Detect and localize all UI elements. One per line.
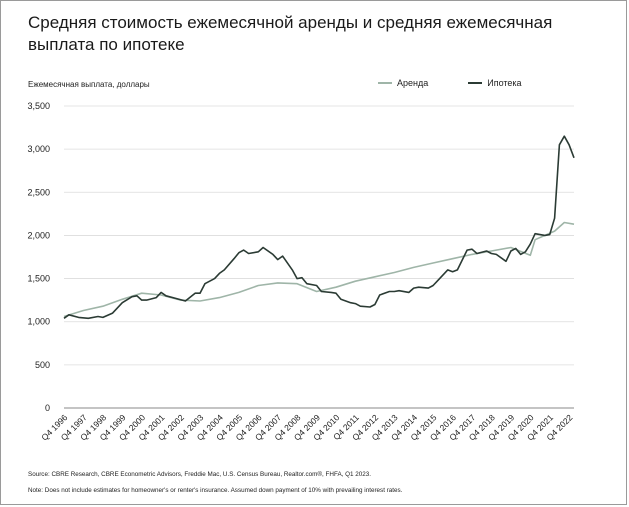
y-axis-label: Ежемесячная выплата, доллары bbox=[28, 80, 150, 89]
legend-label-rent: Аренда bbox=[397, 78, 429, 88]
assumption-note: Note: Does not include estimates for hom… bbox=[28, 487, 403, 494]
source-note: Source: CBRE Research, CBRE Econometric … bbox=[28, 471, 372, 478]
legend-item-rent: Аренда bbox=[378, 78, 428, 88]
y-tick-label: 2,500 bbox=[27, 187, 50, 197]
y-tick-label: 500 bbox=[35, 360, 50, 370]
series-line-mortgage bbox=[63, 135, 575, 320]
legend-label-mortgage: Ипотека bbox=[487, 78, 522, 88]
y-tick-label: 0 bbox=[45, 403, 50, 413]
y-tick-label: 1,500 bbox=[27, 274, 50, 284]
series-lines bbox=[63, 135, 575, 320]
y-tick-label: 3,500 bbox=[27, 101, 50, 111]
y-tick-label: 2,000 bbox=[27, 230, 50, 240]
y-tick-label: 3,000 bbox=[27, 144, 50, 154]
legend: Аренда Ипотека bbox=[378, 78, 522, 88]
y-tick-labels: 0 500 1,000 1,500 2,000 2,500 3,000 3,500 bbox=[27, 101, 50, 413]
chart-title: Средняя стоимость ежемесячной аренды и с… bbox=[28, 13, 553, 54]
gridlines bbox=[64, 105, 574, 409]
legend-swatch-mortgage bbox=[468, 82, 483, 84]
y-tick-label: 1,000 bbox=[27, 317, 50, 327]
legend-swatch-rent bbox=[378, 82, 392, 84]
legend-item-mortgage: Ипотека bbox=[468, 78, 522, 88]
series-line-rent bbox=[63, 221, 575, 318]
